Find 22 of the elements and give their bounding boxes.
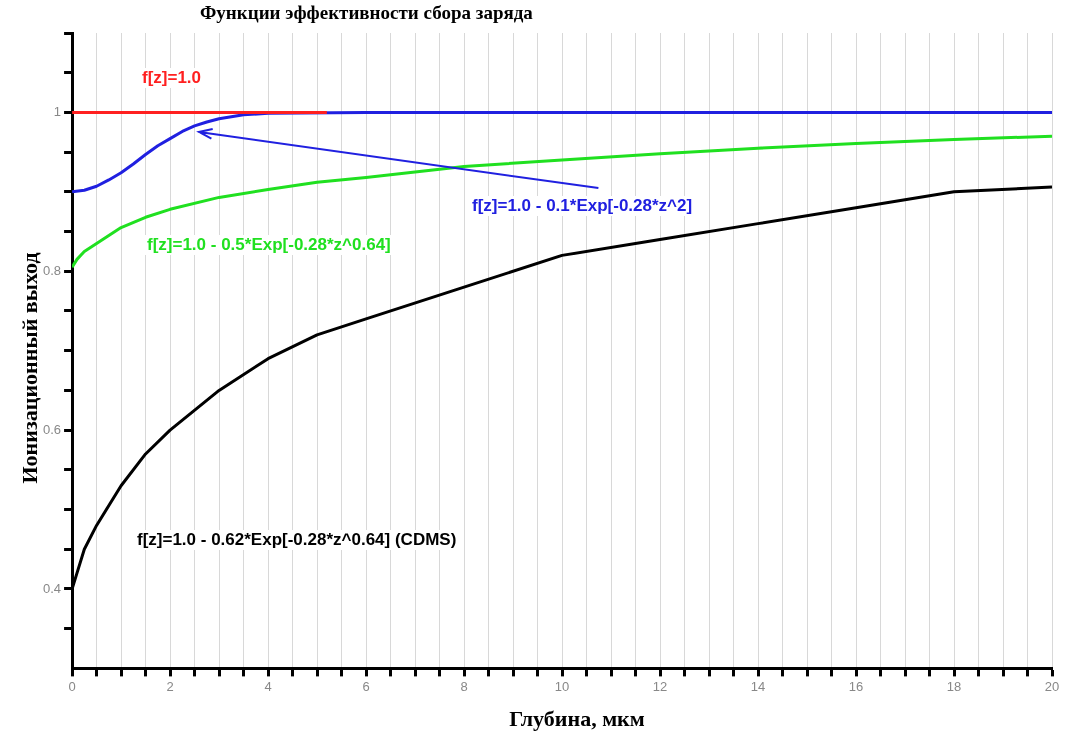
x-axis-title: Глубина, мкм (509, 706, 645, 732)
x-tick-label: 16 (848, 678, 864, 694)
x-tick-label: 12 (652, 678, 668, 694)
y-axis-title: Ионизационный выход (17, 252, 43, 484)
y-tick-label: 0.6 (42, 421, 62, 437)
x-tick-label: 18 (946, 678, 962, 694)
y-tick-label: 1 (53, 104, 62, 119)
series-label: f[z]=1.0 (140, 68, 204, 88)
x-tick-label: 4 (264, 678, 272, 694)
x-tick-label: 2 (166, 678, 174, 694)
text: f[z]=1.0 - 0.62*Exp[-0.28*z^0.64] (CDMS) (135, 530, 459, 550)
x-tick-label: 0 (68, 678, 76, 694)
x-tick-label: 8 (460, 678, 468, 694)
x-tick-label: 10 (554, 678, 570, 694)
x-tick-label: 20 (1044, 678, 1060, 694)
x-tick-label: 14 (750, 678, 766, 694)
chart-title: Функции эффективности сбора заряда (200, 2, 533, 24)
text: f[z]=1.0 - 0.1*Exp[-0.28*z^2] (470, 196, 695, 216)
y-tick-label: 0.8 (42, 262, 62, 278)
x-tick-label: 6 (362, 678, 370, 694)
series-label: f[z]=1.0 - 0.5*Exp[-0.28*z^0.64] (145, 235, 393, 255)
y-tick-label: 0.4 (42, 580, 62, 596)
